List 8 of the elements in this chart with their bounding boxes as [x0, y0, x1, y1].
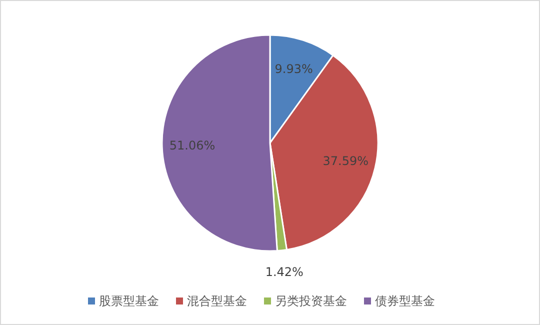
data-label: 9.93% — [274, 62, 313, 76]
data-label: 37.59% — [322, 154, 369, 168]
data-label: 1.42% — [265, 264, 304, 279]
legend-label: 债券型基金 — [375, 294, 435, 308]
legend-label: 股票型基金 — [99, 294, 159, 308]
data-label: 51.06% — [169, 138, 216, 153]
legend-label: 另类投资基金 — [275, 294, 347, 308]
legend-label: 混合型基金 — [187, 294, 247, 308]
